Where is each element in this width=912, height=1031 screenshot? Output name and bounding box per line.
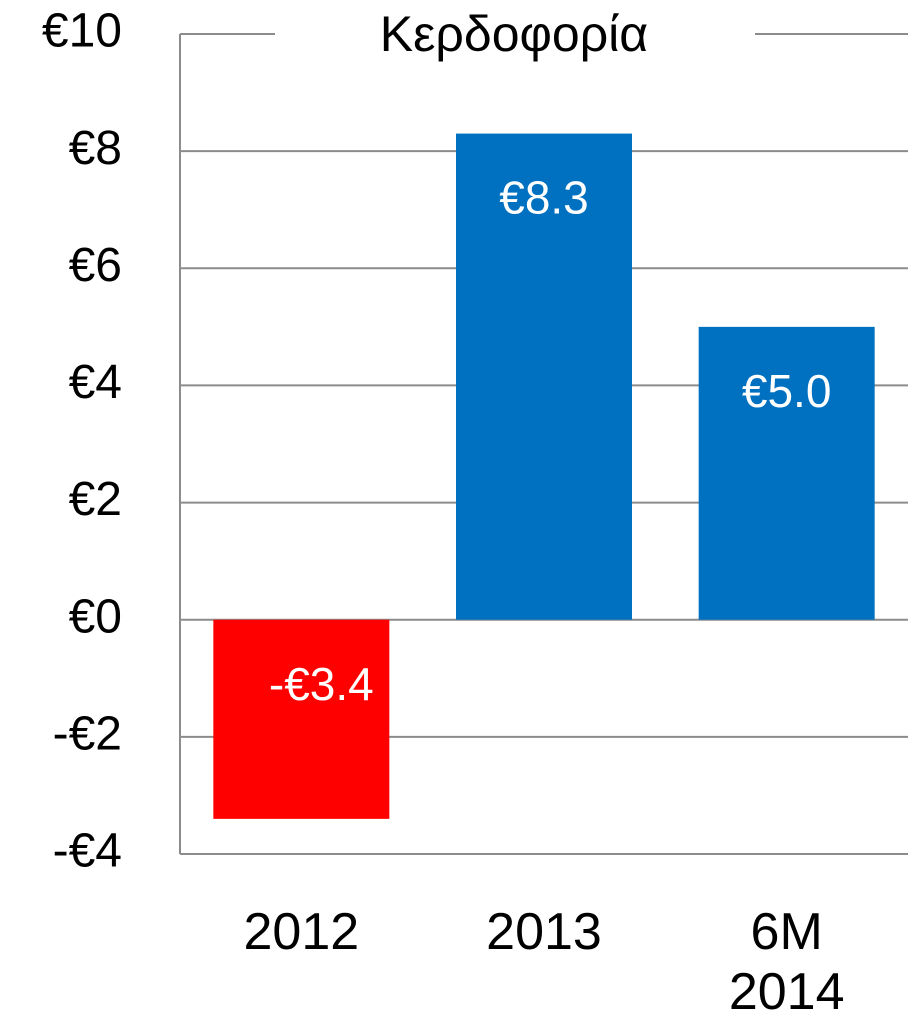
x-tick-label: 6M 2014 <box>728 903 845 1021</box>
y-tick-label: €6 <box>69 239 122 292</box>
data-label: €5.0 <box>742 365 832 417</box>
bar <box>213 619 390 819</box>
y-tick-label: €10 <box>42 5 122 58</box>
y-tick-label: €0 <box>69 590 122 643</box>
y-tick-label: €4 <box>69 356 122 409</box>
bar <box>456 133 632 620</box>
bar <box>698 326 875 620</box>
data-label: €8.3 <box>499 172 589 224</box>
data-label: -€3.4 <box>269 658 374 710</box>
chart-title: Κερδοφορία <box>380 6 648 62</box>
y-tick-label: €8 <box>69 122 122 175</box>
x-tick-label: 2013 <box>486 903 602 961</box>
y-tick-label: €2 <box>69 473 122 526</box>
title-background <box>275 8 755 64</box>
x-tick-label: 2012 <box>243 903 360 961</box>
y-tick-label: -€2 <box>53 708 122 761</box>
y-tick-label: -€4 <box>53 825 122 878</box>
